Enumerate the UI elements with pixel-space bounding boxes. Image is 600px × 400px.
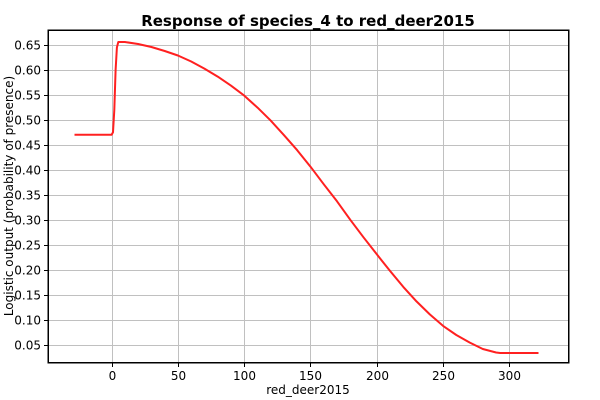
axis-ticks: 0 50 100 150 200 250 300 0.05 0.10 0.15 0.20 0.25 0.… — [14, 39, 521, 384]
series-line — [74, 41, 539, 354]
y-tick-label: 0.10 — [14, 314, 41, 328]
y-tick-label: 0.20 — [14, 264, 41, 278]
y-tick-label: 0.15 — [14, 289, 41, 303]
x-tick-label: 100 — [233, 369, 256, 383]
y-tick-label: 0.50 — [14, 114, 41, 128]
y-tick-label: 0.40 — [14, 164, 41, 178]
y-tick-label: 0.45 — [14, 139, 41, 153]
x-tick-label: 0 — [109, 369, 117, 383]
plot-area — [47, 29, 570, 364]
series-layer — [74, 41, 539, 354]
y-tick-label: 0.60 — [14, 64, 41, 78]
y-tick-label: 0.55 — [14, 89, 41, 103]
y-axis-label: Logistic output (probability of presence… — [2, 76, 16, 316]
x-tick-label: 50 — [171, 369, 186, 383]
y-tick-label: 0.30 — [14, 214, 41, 228]
plot-border — [48, 30, 569, 363]
y-tick-label: 0.25 — [14, 239, 41, 253]
y-tick-label: 0.05 — [14, 339, 41, 353]
grid-lines — [48, 30, 569, 363]
x-tick-label: 250 — [432, 369, 455, 383]
y-tick-label: 0.35 — [14, 189, 41, 203]
x-tick-label: 150 — [299, 369, 322, 383]
chart-title: Response of species_4 to red_deer2015 — [141, 12, 475, 30]
x-tick-label: 300 — [498, 369, 521, 383]
y-tick-label: 0.65 — [14, 39, 41, 53]
x-axis-label: red_deer2015 — [266, 383, 350, 397]
x-tick-label: 200 — [366, 369, 389, 383]
